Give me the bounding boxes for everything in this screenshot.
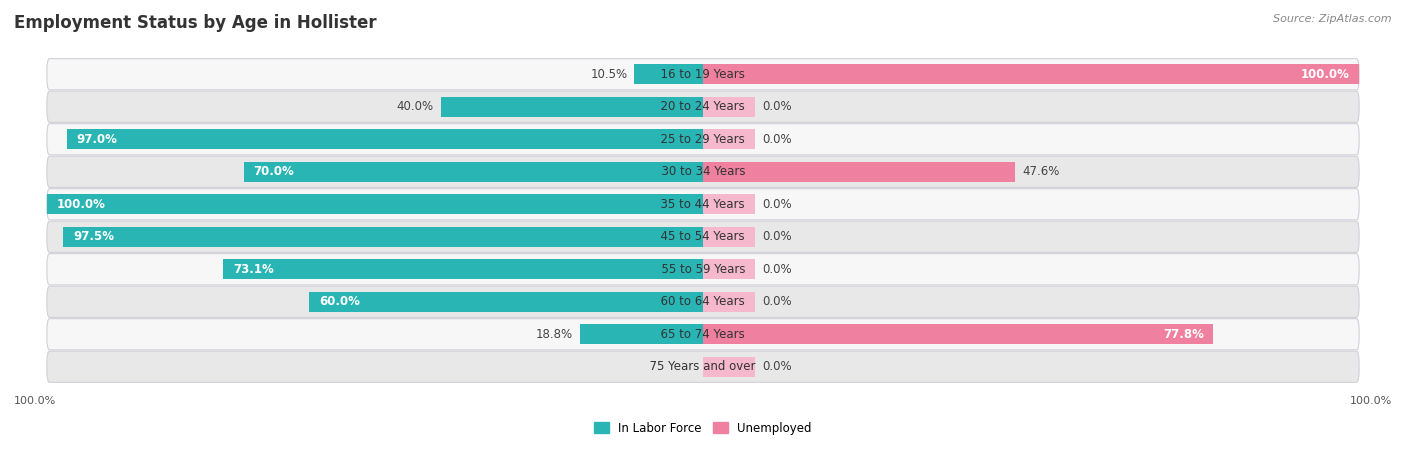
Bar xyxy=(63,227,703,247)
Bar xyxy=(703,129,755,149)
Text: 45 to 54 Years: 45 to 54 Years xyxy=(654,230,752,243)
Text: 40.0%: 40.0% xyxy=(396,100,434,113)
FancyBboxPatch shape xyxy=(46,189,1360,220)
Text: Source: ZipAtlas.com: Source: ZipAtlas.com xyxy=(1274,14,1392,23)
Text: 65 to 74 Years: 65 to 74 Years xyxy=(654,328,752,341)
Text: 0.0%: 0.0% xyxy=(762,230,792,243)
Legend: In Labor Force, Unemployed: In Labor Force, Unemployed xyxy=(589,417,817,439)
Text: 75 Years and over: 75 Years and over xyxy=(643,360,763,373)
Bar xyxy=(66,129,703,149)
Text: 0.0%: 0.0% xyxy=(762,100,792,113)
FancyBboxPatch shape xyxy=(46,351,1360,382)
Text: 97.0%: 97.0% xyxy=(76,133,117,146)
Text: 70.0%: 70.0% xyxy=(253,165,294,178)
Text: 60 to 64 Years: 60 to 64 Years xyxy=(654,295,752,308)
Bar xyxy=(703,324,1213,344)
Text: 20 to 24 Years: 20 to 24 Years xyxy=(654,100,752,113)
Text: 18.8%: 18.8% xyxy=(536,328,574,341)
Text: Employment Status by Age in Hollister: Employment Status by Age in Hollister xyxy=(14,14,377,32)
Bar xyxy=(440,97,703,117)
Bar xyxy=(46,194,703,214)
Text: 73.1%: 73.1% xyxy=(233,263,274,276)
Bar xyxy=(703,162,1015,182)
Text: 0.0%: 0.0% xyxy=(762,263,792,276)
Text: 0.0%: 0.0% xyxy=(762,198,792,211)
Text: 0.0%: 0.0% xyxy=(762,360,792,373)
FancyBboxPatch shape xyxy=(46,124,1360,155)
Text: 35 to 44 Years: 35 to 44 Years xyxy=(654,198,752,211)
Text: 77.8%: 77.8% xyxy=(1163,328,1204,341)
Text: 16 to 19 Years: 16 to 19 Years xyxy=(654,68,752,81)
FancyBboxPatch shape xyxy=(46,286,1360,317)
Bar xyxy=(634,64,703,84)
Bar xyxy=(703,64,1360,84)
Text: 30 to 34 Years: 30 to 34 Years xyxy=(654,165,752,178)
Text: 10.5%: 10.5% xyxy=(591,68,627,81)
FancyBboxPatch shape xyxy=(46,319,1360,350)
Bar xyxy=(703,259,755,279)
Text: 0.0%: 0.0% xyxy=(762,295,792,308)
Text: 100.0%: 100.0% xyxy=(1350,396,1392,406)
FancyBboxPatch shape xyxy=(46,91,1360,122)
FancyBboxPatch shape xyxy=(46,58,1360,90)
Text: 100.0%: 100.0% xyxy=(1301,68,1350,81)
Bar xyxy=(243,162,703,182)
FancyBboxPatch shape xyxy=(46,156,1360,187)
Bar xyxy=(703,227,755,247)
FancyBboxPatch shape xyxy=(46,254,1360,285)
Text: 97.5%: 97.5% xyxy=(73,230,114,243)
Bar xyxy=(703,357,755,377)
Text: 0.0%: 0.0% xyxy=(762,133,792,146)
Bar xyxy=(703,97,755,117)
Bar xyxy=(703,292,755,312)
Text: 100.0%: 100.0% xyxy=(56,198,105,211)
Text: 25 to 29 Years: 25 to 29 Years xyxy=(654,133,752,146)
Bar xyxy=(309,292,703,312)
Text: 47.6%: 47.6% xyxy=(1022,165,1059,178)
Bar xyxy=(703,194,755,214)
Text: 60.0%: 60.0% xyxy=(319,295,360,308)
FancyBboxPatch shape xyxy=(46,221,1360,252)
Text: 100.0%: 100.0% xyxy=(14,396,56,406)
Bar xyxy=(579,324,703,344)
Bar xyxy=(224,259,703,279)
Text: 55 to 59 Years: 55 to 59 Years xyxy=(654,263,752,276)
